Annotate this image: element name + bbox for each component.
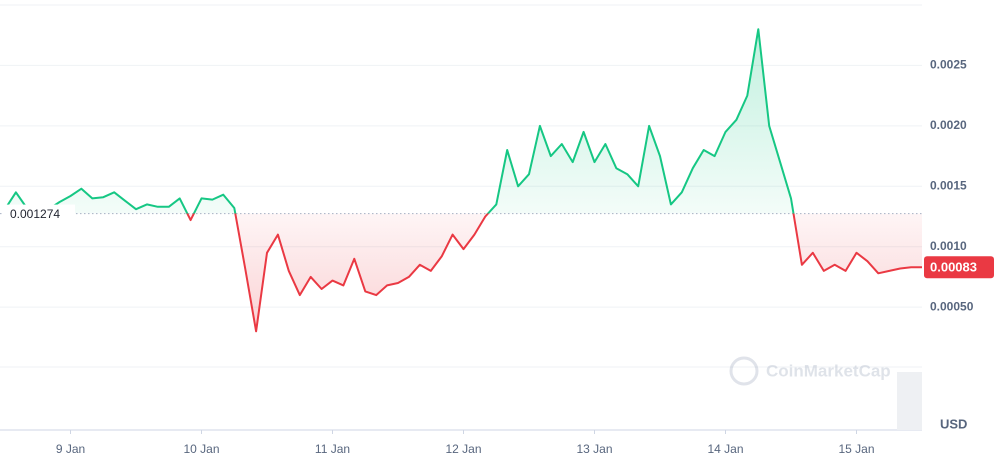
x-tick-label: 13 Jan (576, 442, 612, 456)
y-tick-label: 0.0025 (930, 58, 967, 72)
volume-strip (897, 372, 922, 430)
x-tick-label: 9 Jan (56, 442, 85, 456)
price-tag (924, 256, 994, 279)
baseline-label: 0.001274 (10, 207, 60, 221)
watermark-text: CoinMarketCap (766, 361, 891, 380)
currency-label: USD (940, 416, 967, 431)
x-tick-label: 15 Jan (838, 442, 874, 456)
area (5, 29, 922, 332)
y-tick-label: 0.0015 (930, 178, 967, 192)
x-tick-label: 11 Jan (315, 442, 350, 456)
x-tick-label: 14 Jan (707, 442, 743, 456)
watermark-logo (729, 356, 759, 386)
baseline-label-bg (3, 204, 75, 223)
y-tick-label: 0.0020 (930, 118, 967, 132)
y-tick-label: 0.0010 (930, 239, 967, 253)
y-tick-label: 0.00050 (930, 299, 974, 313)
watermark: CoinMarketCap (729, 356, 891, 386)
price-tag-label: 0.00083 (930, 260, 977, 275)
x-tick-label: 12 Jan (445, 442, 481, 456)
price-line (4, 28, 922, 333)
x-tick-label: 10 Jan (183, 442, 219, 456)
